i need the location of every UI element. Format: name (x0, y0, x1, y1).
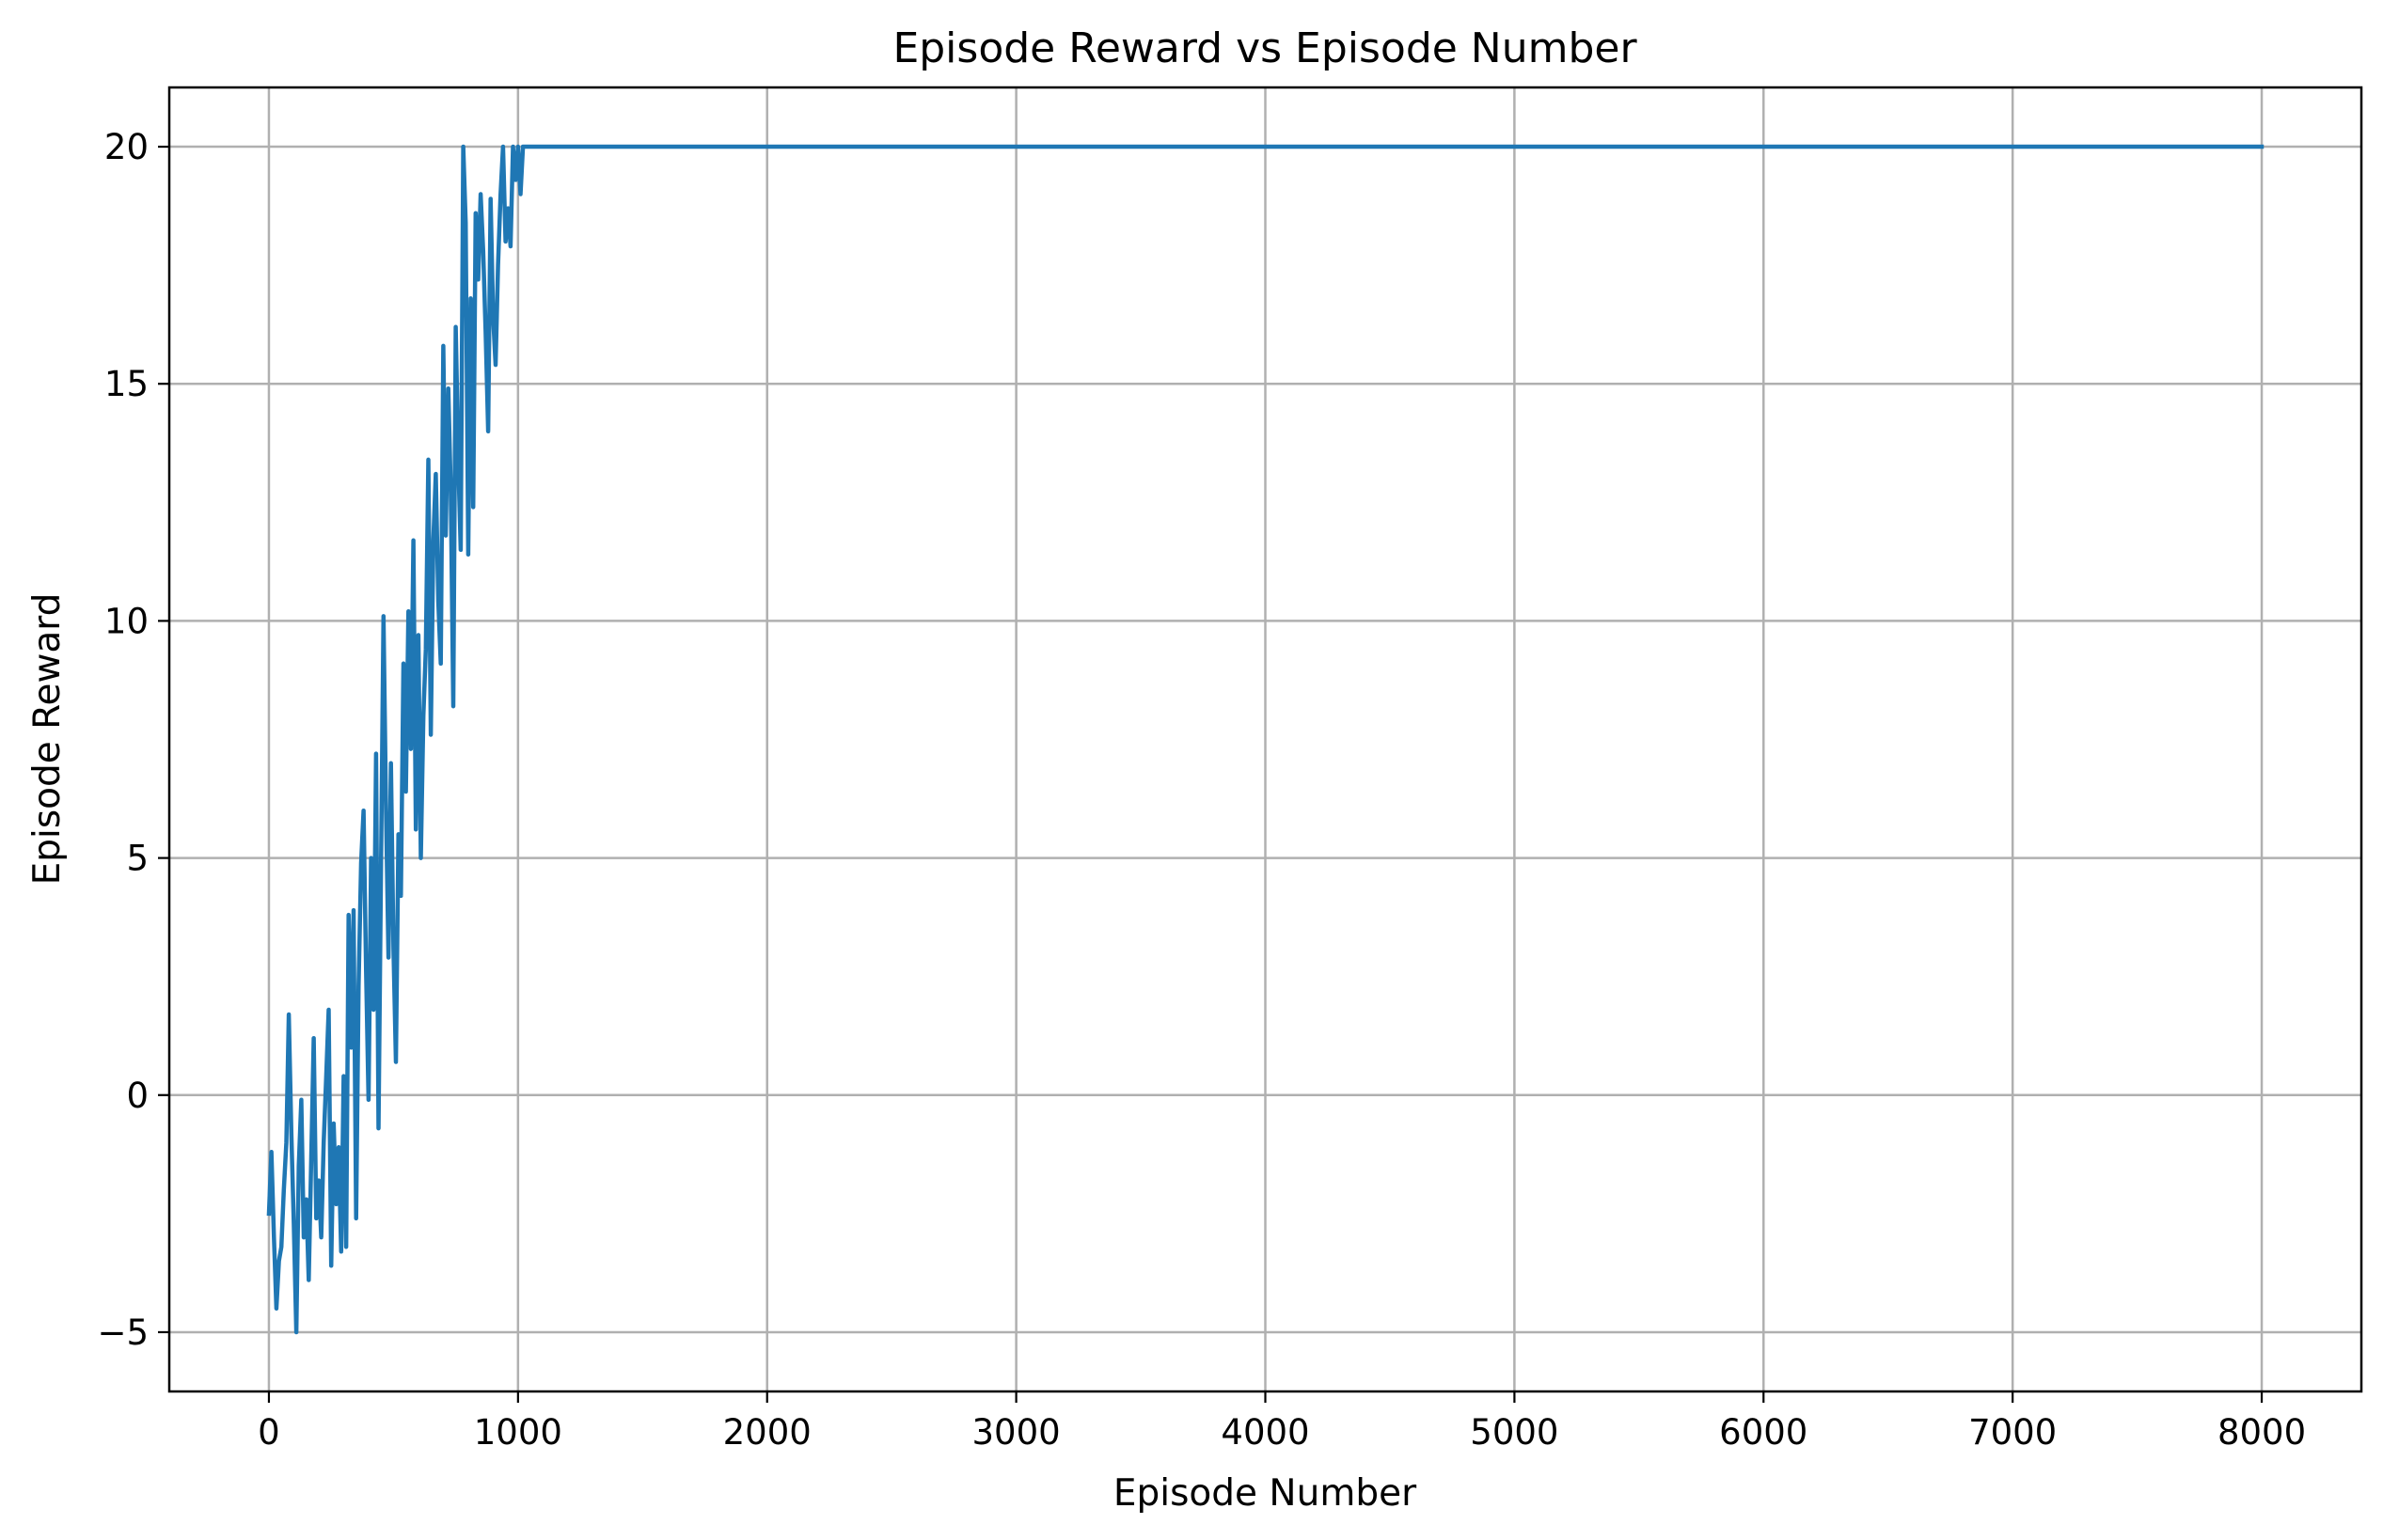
y-tick-label: 10 (104, 601, 149, 641)
x-tick-label: 2000 (723, 1412, 812, 1453)
y-tick-label: 15 (104, 364, 149, 404)
y-tick-label: −5 (97, 1312, 149, 1353)
series-layer (266, 144, 2265, 1335)
y-tick-label: 20 (104, 127, 149, 167)
chart-title: Episode Reward vs Episode Number (892, 24, 1637, 72)
x-tick-label: 4000 (1221, 1412, 1309, 1453)
x-tick-label: 7000 (1968, 1412, 2057, 1453)
x-tick-label: 6000 (1719, 1412, 1807, 1453)
tick-layer: 0 1000 2000 3000 4000 5000 6000 7000 8000 −5 0 5 10 1… (97, 127, 2306, 1453)
x-tick-label: 0 (258, 1412, 280, 1453)
y-tick-label: 0 (126, 1076, 149, 1116)
x-tick-label: 3000 (972, 1412, 1061, 1453)
y-tick-label: 5 (126, 839, 149, 879)
reward-series-line (266, 144, 2265, 1335)
x-tick-label: 8000 (2217, 1412, 2306, 1453)
y-axis-label: Episode Reward (26, 593, 69, 886)
x-tick-label: 1000 (474, 1412, 562, 1453)
x-axis-label: Episode Number (1113, 1472, 1417, 1515)
x-tick-label: 5000 (1470, 1412, 1558, 1453)
grid-layer (169, 87, 2361, 1391)
